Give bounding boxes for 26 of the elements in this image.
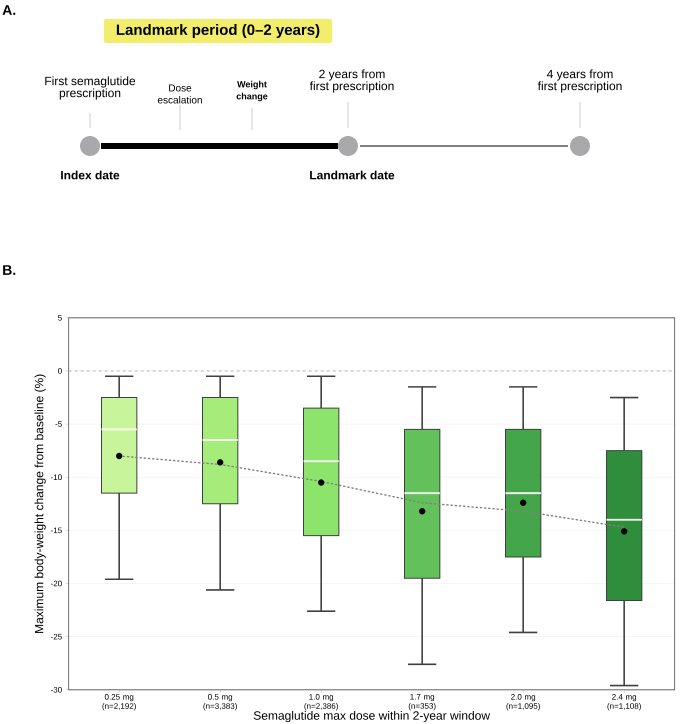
text: B. [3,265,16,275]
y-tick-label: -10 [50,474,62,480]
text: Dose escalation [158,84,202,104]
text: Landmark period (0–2 years) [116,24,320,38]
y-axis-title: Maximum body-weight change from baseline (%) [34,374,46,633]
x-tick-label: 2.0 mg (n=1,095) [506,694,540,710]
x-tick-label: 1.7 mg (n=353) [408,694,436,710]
y-tick-label: -15 [50,528,62,534]
text: First semaglutide prescription [45,76,136,100]
text: Landmark date [310,170,394,180]
text: Index date [61,170,120,180]
y-tick-label: 0 [58,368,62,374]
y-tick-label: 5 [58,315,62,321]
text: A. [2,5,16,15]
x-tick-label: 0.5 mg (n=3,383) [203,694,237,710]
y-tick-label: -25 [50,634,62,640]
x-tick-label: 1.0 mg (n=2,386) [304,694,338,710]
x-axis-title: Semaglutide max dose within 2-year window [254,710,490,722]
x-tick-label: 2.4 mg (n=1,108) [607,694,641,710]
y-tick-label: -20 [50,580,62,586]
text: 2 years from first prescription [310,69,394,93]
y-tick-label: -5 [55,421,62,427]
y-tick-label: -30 [50,686,62,693]
x-tick-label: 0.25 mg (n=2,192) [102,694,136,710]
text: Weight change [236,80,268,102]
text: 4 years from first prescription [538,69,622,93]
